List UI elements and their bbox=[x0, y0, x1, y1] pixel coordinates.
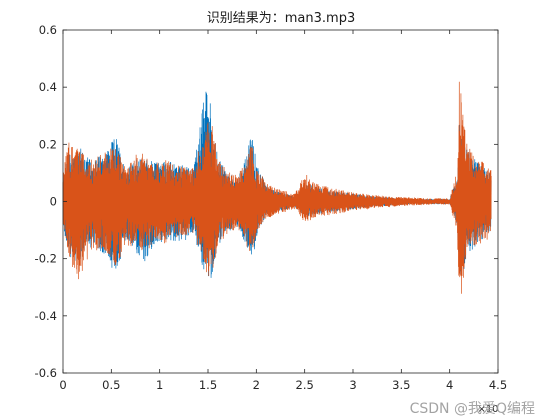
x-axis-exponent-label: ×10 bbox=[477, 404, 498, 415]
x-tick-label: 0.5 bbox=[102, 378, 120, 392]
x-tick-label: 4 bbox=[446, 378, 453, 392]
y-tick-label: -0.2 bbox=[35, 252, 57, 266]
y-tick-label: 0.2 bbox=[39, 137, 57, 151]
y-tick-label: -0.6 bbox=[35, 366, 57, 380]
y-tick-label: 0.4 bbox=[39, 80, 57, 94]
x-tick-label: 0 bbox=[59, 378, 66, 392]
x-tick-label: 1 bbox=[156, 378, 163, 392]
watermark-text: CSDN @我爱Q编程 bbox=[409, 401, 535, 417]
x-tick-label: 2 bbox=[253, 378, 260, 392]
y-tick-label: -0.4 bbox=[35, 309, 57, 323]
y-tick-label: 0 bbox=[50, 195, 57, 209]
series-trace-2 bbox=[62, 81, 492, 294]
chart-title: 识别结果为：man3.mp3 bbox=[207, 11, 355, 26]
waveform-traces bbox=[62, 81, 492, 294]
y-tick-label: 0.6 bbox=[39, 23, 57, 37]
x-tick-label: 1.5 bbox=[199, 378, 217, 392]
y-axis-ticks: 0.6 0.4 0.2 0 -0.2 -0.4 -0.6 bbox=[35, 23, 498, 380]
x-tick-label: 3 bbox=[349, 378, 356, 392]
x-tick-label: 2.5 bbox=[296, 378, 314, 392]
x-tick-label: 3.5 bbox=[392, 378, 410, 392]
x-tick-label: 4.5 bbox=[489, 378, 507, 392]
x-axis-ticks: 0 0.5 1 1.5 2 2.5 3 3.5 4 4.5 bbox=[59, 30, 507, 392]
